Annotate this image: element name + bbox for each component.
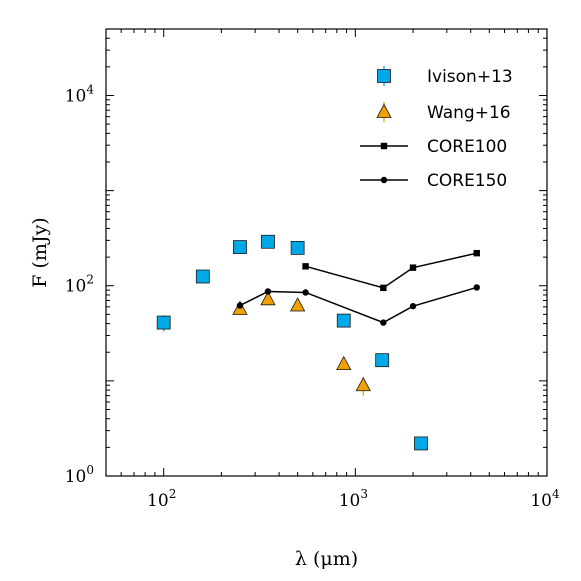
x-axis-label: λ (μm): [295, 548, 358, 570]
plot-frame: [105, 28, 548, 477]
data-point: [261, 234, 275, 249]
labels-layer: 102 103 104 100 102 104: [65, 82, 560, 511]
legend-marker: [377, 69, 391, 83]
x-tick-label: 104: [530, 487, 560, 511]
data-point: [380, 319, 387, 326]
data-point: [264, 288, 272, 295]
data-point: [195, 269, 210, 284]
data-point: [236, 302, 244, 309]
legend-marker: [376, 103, 392, 118]
series-core100: [302, 249, 480, 292]
data-point: [302, 289, 309, 296]
data-point: [156, 315, 171, 330]
data-point: [355, 376, 371, 392]
y-tick-label: 100: [65, 463, 94, 487]
series-wang-16: [232, 290, 371, 396]
y-tick-label: 102: [65, 273, 94, 297]
legend-marker: [380, 142, 388, 150]
legend-entry: Ivison+13: [377, 66, 513, 87]
data-point: [336, 355, 352, 371]
data-point: [260, 290, 276, 306]
data-point: [290, 240, 305, 255]
x-tick-label: 102: [147, 487, 176, 511]
legend-entry: CORE150: [360, 171, 507, 191]
data-point: [233, 240, 247, 254]
legend-marker: [380, 176, 388, 184]
legend-label: Wang+16: [427, 103, 511, 123]
series-line-core150: [239, 286, 477, 324]
legend-label: CORE100: [427, 137, 507, 157]
y-axis-label: F (mJy): [29, 217, 51, 287]
y-tick-label: 104: [65, 82, 95, 106]
data-point: [336, 313, 351, 328]
legend-entry: CORE100: [360, 137, 507, 157]
data-point: [380, 284, 387, 292]
data-point: [473, 284, 480, 291]
data-point: [289, 297, 306, 312]
data-point: [375, 353, 390, 368]
data-point: [409, 302, 417, 310]
series-ivison-13: [156, 234, 428, 451]
legend-label: Ivison+13: [427, 67, 513, 87]
data-point: [409, 264, 417, 271]
legend-label: CORE150: [427, 171, 507, 191]
data-point: [302, 263, 309, 270]
x-tick-label: 103: [339, 487, 368, 511]
data-layer: [156, 234, 480, 451]
legend-entry: Wang+16: [376, 102, 511, 123]
ticks-layer: [105, 28, 548, 477]
data-point: [473, 249, 480, 257]
series-line-core100: [305, 252, 477, 289]
data-point: [414, 436, 428, 451]
legend-layer: Ivison+13 Wang+16 CORE100 CORE150: [360, 66, 513, 191]
series-core150: [236, 284, 480, 326]
